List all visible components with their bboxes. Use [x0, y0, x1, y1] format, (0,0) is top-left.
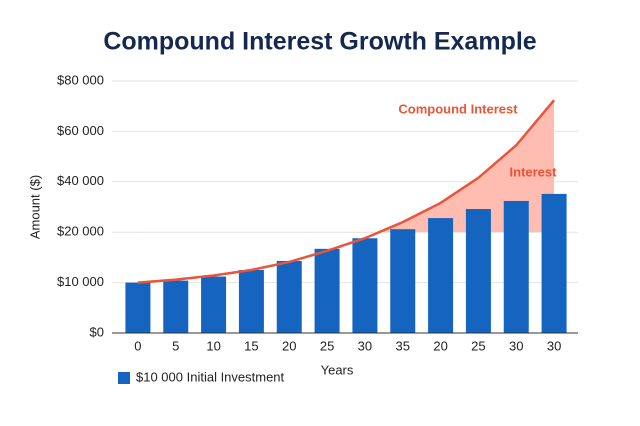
- line-label: Compound Interest: [398, 101, 518, 116]
- y-tick-label: $40 000: [57, 173, 104, 188]
- y-tick-label: $10 000: [57, 274, 104, 289]
- x-tick-label: 30: [547, 338, 561, 353]
- interest-area: [379, 100, 555, 233]
- compound-line: [137, 99, 556, 284]
- bar: [503, 200, 529, 333]
- x-tick-label: 25: [471, 338, 485, 353]
- y-tick-label: $0: [90, 324, 104, 339]
- bar: [201, 276, 227, 333]
- y-tick-label: $20 000: [57, 224, 104, 239]
- x-tick-label: 15: [244, 338, 258, 353]
- annotation: Interest: [510, 164, 558, 179]
- x-tick-label: 30: [509, 338, 523, 353]
- x-tick-label: 0: [134, 338, 141, 353]
- y-tick-label: $80 000: [57, 72, 104, 87]
- x-tick-label: 30: [358, 338, 372, 353]
- bar: [541, 193, 567, 333]
- x-tick-label: 10: [206, 338, 220, 353]
- chart-title: Compound Interest Growth Example: [103, 28, 536, 56]
- legend-swatch: [118, 372, 130, 384]
- bar: [428, 218, 454, 333]
- x-tick-label: 20: [433, 338, 447, 353]
- bar: [352, 238, 378, 333]
- bar: [390, 229, 416, 333]
- bar: [465, 209, 491, 333]
- legend-label: $10 000 Initial Investment: [136, 369, 285, 384]
- x-tick-label: 35: [396, 338, 410, 353]
- bar: [163, 280, 189, 333]
- x-tick-label: 5: [172, 338, 179, 353]
- bar: [125, 282, 151, 333]
- bar: [276, 260, 302, 333]
- x-tick-label: 25: [320, 338, 334, 353]
- bar: [238, 270, 264, 333]
- y-tick-label: $60 000: [57, 123, 104, 138]
- bar: [314, 248, 340, 333]
- y-axis-label: Amount ($): [27, 175, 42, 239]
- x-axis-label: Years: [321, 362, 354, 377]
- x-tick-label: 20: [282, 338, 296, 353]
